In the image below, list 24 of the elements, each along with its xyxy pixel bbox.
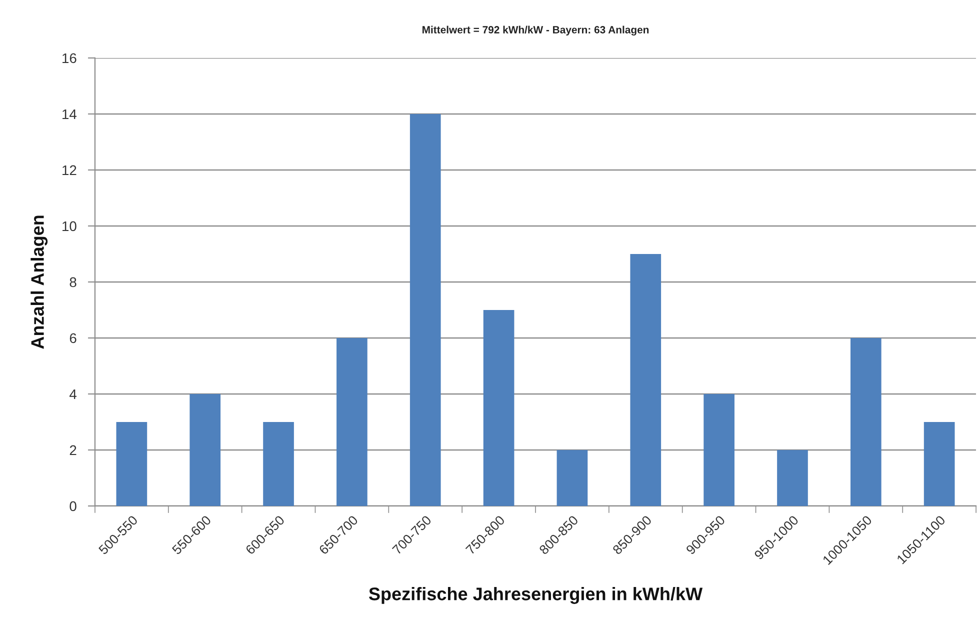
y-tick-label: 6	[70, 333, 76, 344]
bar	[924, 422, 955, 506]
bar	[116, 422, 148, 506]
y-tick-label: 0	[70, 501, 76, 512]
y-tick-label: 14	[62, 109, 77, 119]
y-tick-label: 12	[62, 165, 76, 175]
x-axis-title: Spezifische Jahresenergien in kWh/kW	[368, 587, 703, 604]
y-tick-label: 10	[62, 221, 76, 232]
bar	[850, 338, 882, 506]
bar	[483, 310, 514, 506]
bar	[630, 254, 662, 506]
y-tick-label: 2	[70, 445, 76, 455]
y-axis-title: Anzahl Anlagen	[30, 216, 48, 349]
bar	[190, 394, 221, 506]
chart-title: Mittelwert = 792 kWh/kW - Bayern: 63 Anlagen	[422, 26, 649, 36]
bar	[263, 422, 294, 506]
y-tick-label: 4	[70, 389, 76, 399]
bar	[556, 450, 588, 506]
bar	[336, 338, 368, 506]
bar	[777, 450, 808, 506]
y-tick-label: 16	[62, 53, 76, 64]
y-tick-label: 8	[70, 277, 76, 288]
bar	[704, 394, 734, 506]
bar	[410, 114, 441, 506]
